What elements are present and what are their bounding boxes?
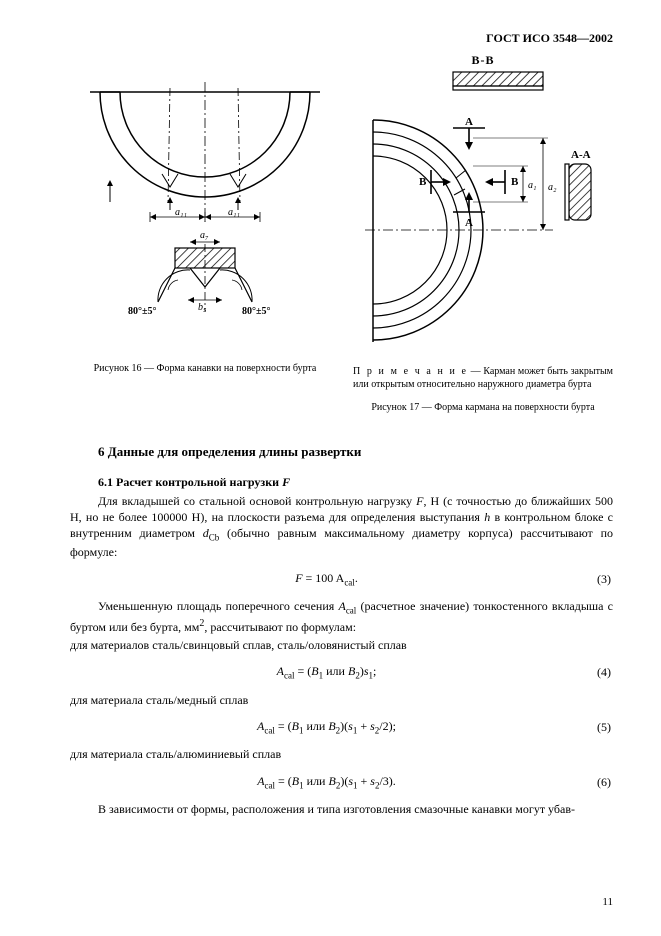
formula-3: F = 100 Acal. bbox=[72, 570, 581, 589]
para-3: В зависимости от формы, расположения и т… bbox=[70, 801, 613, 817]
label-B-left: B bbox=[419, 176, 427, 188]
f5-p: + bbox=[357, 719, 370, 733]
f4-B1: B bbox=[311, 664, 318, 678]
f6-d: /3). bbox=[379, 774, 395, 788]
standard-header: ГОСТ ИСО 3548—2002 bbox=[70, 30, 613, 46]
dim-b5: b₅ bbox=[198, 302, 207, 313]
figure-17-note: П р и м е ч а н и е — Карман может быть … bbox=[353, 366, 613, 391]
angle-left: 80°±5° bbox=[128, 306, 157, 317]
formula-3-row: F = 100 Acal. (3) bbox=[70, 570, 613, 589]
p2-Asub: cal bbox=[346, 606, 357, 616]
f5-m: = ( bbox=[275, 719, 292, 733]
f4-e: ; bbox=[373, 664, 376, 678]
f3-end: . bbox=[355, 571, 358, 585]
f4-or: или bbox=[323, 664, 348, 678]
line-mat-1: для материалов сталь/свинцовый сплав, ст… bbox=[70, 637, 613, 653]
formula-4: Acal = (B1 или B2)s1; bbox=[72, 663, 581, 682]
f6-A: A bbox=[257, 774, 264, 788]
dim-a2: a₂ bbox=[548, 182, 557, 193]
bb-label: В-В bbox=[471, 52, 494, 68]
sub-6-1-var: F bbox=[282, 475, 290, 489]
f5-B2: B bbox=[328, 719, 335, 733]
page-number: 11 bbox=[602, 895, 613, 910]
f4-A: A bbox=[277, 664, 284, 678]
dim-a11-right: a₁₁ bbox=[228, 207, 240, 218]
f5-or: или bbox=[303, 719, 328, 733]
p2-A: A bbox=[338, 599, 345, 613]
para-1: Для вкладышей со стальной основой контро… bbox=[70, 493, 613, 560]
f3-lhs: F bbox=[295, 571, 302, 585]
f5-As: cal bbox=[264, 725, 275, 735]
para-2: Уменьшенную площадь поперечного сечения … bbox=[70, 598, 613, 635]
note-prefix: П р и м е ч а н и е bbox=[353, 366, 468, 377]
figure-17-caption: Рисунок 17 — Форма кармана на поверхност… bbox=[371, 401, 594, 415]
subsection-6-1-title: 6.1 Расчет контрольной нагрузки F bbox=[98, 474, 613, 490]
dim-a11-left: a₁₁ bbox=[175, 207, 187, 218]
label-A-top: A bbox=[465, 116, 473, 128]
f6-m: = ( bbox=[275, 774, 292, 788]
formula-4-row: Acal = (B1 или B2)s1; (4) bbox=[70, 663, 613, 682]
figure-17: В-В bbox=[353, 52, 613, 415]
p1-dsub: Cb bbox=[209, 532, 220, 542]
line-mat-2: для материала сталь/медный сплав bbox=[70, 692, 613, 708]
formula-5: Acal = (B1 или B2)(s1 + s2/2); bbox=[72, 718, 581, 737]
eq-3-num: (3) bbox=[581, 571, 611, 587]
figure-16: a₁₁ a₁₁ a₇ bbox=[70, 52, 340, 376]
figure-16-svg: a₁₁ a₁₁ a₇ bbox=[70, 52, 340, 352]
figure-row: a₁₁ a₁₁ a₇ bbox=[70, 52, 613, 415]
eq-6-num: (6) bbox=[581, 774, 611, 790]
section-6-title: 6 Данные для определения длины развертки bbox=[98, 443, 613, 461]
f6-As: cal bbox=[265, 780, 276, 790]
sub-6-1-text: 6.1 Расчет контрольной нагрузки bbox=[98, 475, 282, 489]
f3-rhs: = 100 A bbox=[303, 571, 345, 585]
f6-p: + bbox=[358, 774, 371, 788]
formula-5-row: Acal = (B1 или B2)(s1 + s2/2); (5) bbox=[70, 718, 613, 737]
formula-6-row: Acal = (B1 или B2)(s1 + s2/3). (6) bbox=[70, 773, 613, 792]
eq-4-num: (4) bbox=[581, 664, 611, 680]
p1-a: Для вкладышей со стальной основой контро… bbox=[98, 494, 416, 508]
f3-sub: cal bbox=[344, 577, 355, 587]
section-AA-label: A-A bbox=[571, 149, 591, 161]
f4-As: cal bbox=[284, 671, 295, 681]
f6-or: или bbox=[304, 774, 329, 788]
f4-m: = ( bbox=[295, 664, 312, 678]
dim-a7: a₇ bbox=[200, 230, 209, 241]
label-A-bottom: A bbox=[465, 217, 473, 229]
page: ГОСТ ИСО 3548—2002 bbox=[0, 0, 661, 936]
dim-a1: a₁ bbox=[528, 180, 536, 191]
eq-5-num: (5) bbox=[581, 719, 611, 735]
f6-B2: B bbox=[328, 774, 335, 788]
f5-d: /2); bbox=[379, 719, 396, 733]
line-mat-3: для материала сталь/алюминиевый сплав bbox=[70, 746, 613, 762]
label-B-right: B bbox=[511, 176, 519, 188]
formula-6: Acal = (B1 или B2)(s1 + s2/3). bbox=[72, 773, 581, 792]
p2-a: Уменьшенную площадь поперечного сечения bbox=[98, 599, 338, 613]
p2-c: , рассчитывают по формулам: bbox=[204, 620, 356, 634]
figure-16-caption: Рисунок 16 — Форма канавки на поверхност… bbox=[94, 362, 317, 376]
angle-right: 80°±5° bbox=[242, 306, 271, 317]
f5-B1: B bbox=[292, 719, 299, 733]
figure-17-svg: A A B B a₁ bbox=[353, 70, 613, 360]
f5-c: )( bbox=[340, 719, 348, 733]
